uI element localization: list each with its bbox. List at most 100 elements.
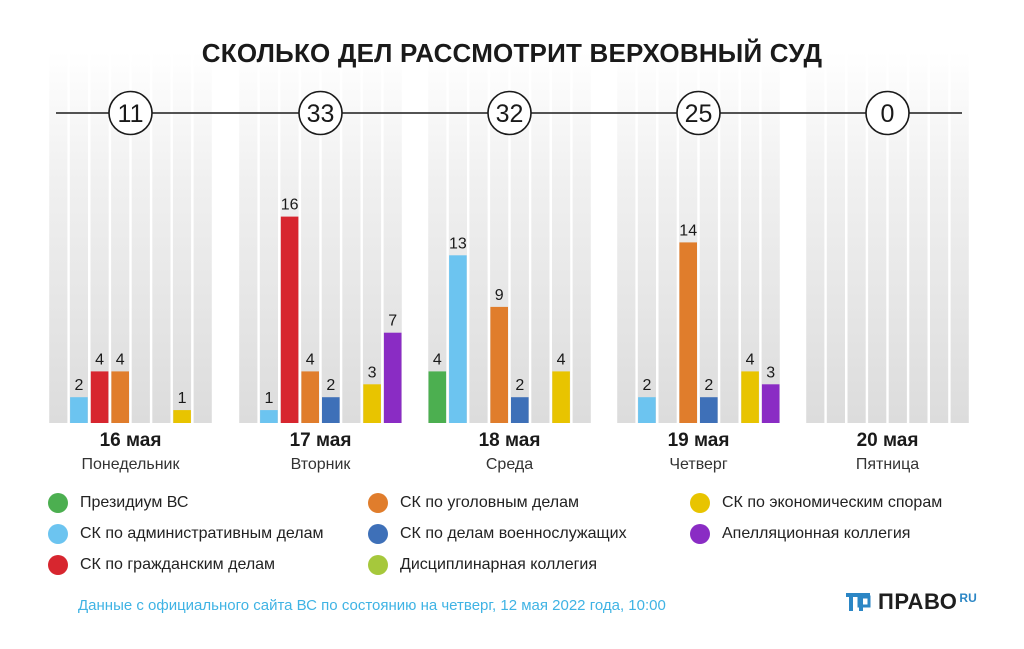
background-stripe — [826, 52, 845, 423]
bar — [363, 384, 381, 423]
legend-item: СК по уголовным делам — [368, 493, 579, 513]
day-weekday-label: Понедельник — [82, 456, 181, 473]
day-weekday-label: Пятница — [856, 456, 919, 473]
logo-domain: RU — [959, 591, 977, 605]
bar-value-label: 4 — [433, 351, 442, 368]
bar — [280, 216, 299, 423]
bar-value-label: 4 — [746, 351, 755, 368]
legend-item: СК по гражданским делам — [48, 555, 275, 575]
legend-item: СК по административным делам — [48, 524, 324, 544]
legend-label: СК по экономическим спорам — [722, 494, 943, 511]
bar — [301, 371, 319, 423]
bar — [70, 397, 88, 423]
background-stripe — [259, 52, 278, 423]
legend-label: СК по гражданским делам — [80, 556, 276, 573]
legend-label: Дисциплинарная коллегия — [400, 556, 598, 573]
background-stripe — [909, 52, 928, 423]
bar-value-label: 13 — [449, 235, 467, 252]
legend-label: Апелляционная коллегия — [722, 525, 911, 542]
background-stripe — [699, 52, 718, 423]
total-circle — [865, 90, 910, 136]
background-stripe — [531, 52, 550, 423]
totals-layer: 11 33 32 25 0 — [108, 90, 910, 136]
bar — [383, 332, 402, 423]
day-date-label: 17 мая — [290, 430, 352, 451]
bar — [111, 371, 129, 423]
legend-item: Президиум ВС — [48, 493, 188, 513]
day-date-label: 20 мая — [857, 430, 919, 451]
bar — [428, 371, 447, 423]
bar-value-label: 14 — [679, 222, 697, 239]
background-stripe — [90, 52, 109, 423]
background-stripe — [950, 52, 969, 423]
total-value: 11 — [118, 100, 144, 128]
background-stripe — [321, 52, 340, 423]
bar-value-label: 2 — [642, 377, 651, 394]
bar — [173, 410, 191, 423]
day-date-label: 18 мая — [479, 430, 541, 451]
bar-value-label: 2 — [515, 377, 524, 394]
legend-label: СК по уголовным делам — [400, 494, 579, 511]
background-stripe — [888, 52, 907, 423]
chart-title: СКОЛЬКО ДЕЛ РАССМОТРИТ ВЕРХОВНЫЙ СУД — [201, 38, 823, 68]
background-stripe — [172, 52, 192, 423]
bar-value-label: 1 — [264, 390, 273, 407]
bar — [741, 371, 759, 423]
day-weekday-label: Среда — [486, 456, 533, 473]
background-stripe — [362, 52, 382, 423]
background-stripe — [720, 52, 739, 423]
legend-color-dot — [368, 555, 388, 575]
background-stripe — [383, 52, 402, 423]
bar-value-label: 9 — [495, 287, 504, 304]
bar-value-label: 7 — [388, 313, 397, 330]
bar-value-label: 4 — [116, 351, 125, 368]
legend-label: Президиум ВС — [80, 494, 189, 511]
background-stripe — [111, 52, 130, 423]
legend-color-dot — [368, 524, 388, 544]
day-labels-layer: 16 мая Понедельник 17 мая Вторник 18 мая Сред… — [82, 430, 920, 473]
background-stripe — [572, 52, 591, 423]
day-date-label: 16 мая — [100, 430, 162, 451]
legend-item: Апелляционная коллегия — [690, 524, 910, 544]
bar-value-label: 4 — [95, 351, 104, 368]
background-stripe — [69, 52, 88, 423]
background-stripe — [847, 52, 866, 423]
bar-value-label: 2 — [704, 377, 713, 394]
legend-color-dot — [48, 524, 68, 544]
bar — [761, 384, 780, 423]
total-value: 0 — [881, 100, 895, 128]
day-weekday-label: Вторник — [291, 456, 352, 473]
bar-value-label: 1 — [178, 390, 187, 407]
background-stripe — [301, 52, 320, 423]
legend-label: СК по делам военнослужащих — [400, 525, 627, 542]
background-stripe — [239, 52, 258, 423]
total-circle — [108, 90, 153, 136]
legend: Президиум ВС СК по административным делам… — [0, 493, 1024, 583]
day-date-label: 19 мая — [668, 430, 730, 451]
background-stripe — [193, 52, 212, 423]
background-stripe — [510, 52, 529, 423]
background-stripe — [806, 52, 825, 423]
bar — [260, 410, 278, 423]
bar-value-label: 2 — [326, 377, 335, 394]
bar — [511, 397, 529, 423]
legend-color-dot — [48, 493, 68, 513]
total-value: 32 — [496, 100, 524, 128]
legend-label: СК по административным делам — [80, 525, 324, 542]
background-stripe — [658, 52, 677, 423]
bar — [552, 371, 570, 423]
total-value: 33 — [307, 100, 335, 128]
background-stripe — [637, 52, 656, 423]
legend-color-dot — [690, 524, 710, 544]
pravo-logo-icon — [846, 593, 871, 611]
background-stripe — [342, 52, 361, 423]
bar-value-label: 4 — [306, 351, 315, 368]
legend-item: СК по экономическим спорам — [690, 493, 942, 513]
background-stripe — [930, 52, 949, 423]
bar — [449, 255, 467, 423]
footnote: Данные с официального сайта ВС по состоя… — [78, 597, 666, 614]
bar-value-label: 3 — [368, 364, 377, 381]
legend-item: Дисциплинарная коллегия — [368, 555, 597, 575]
